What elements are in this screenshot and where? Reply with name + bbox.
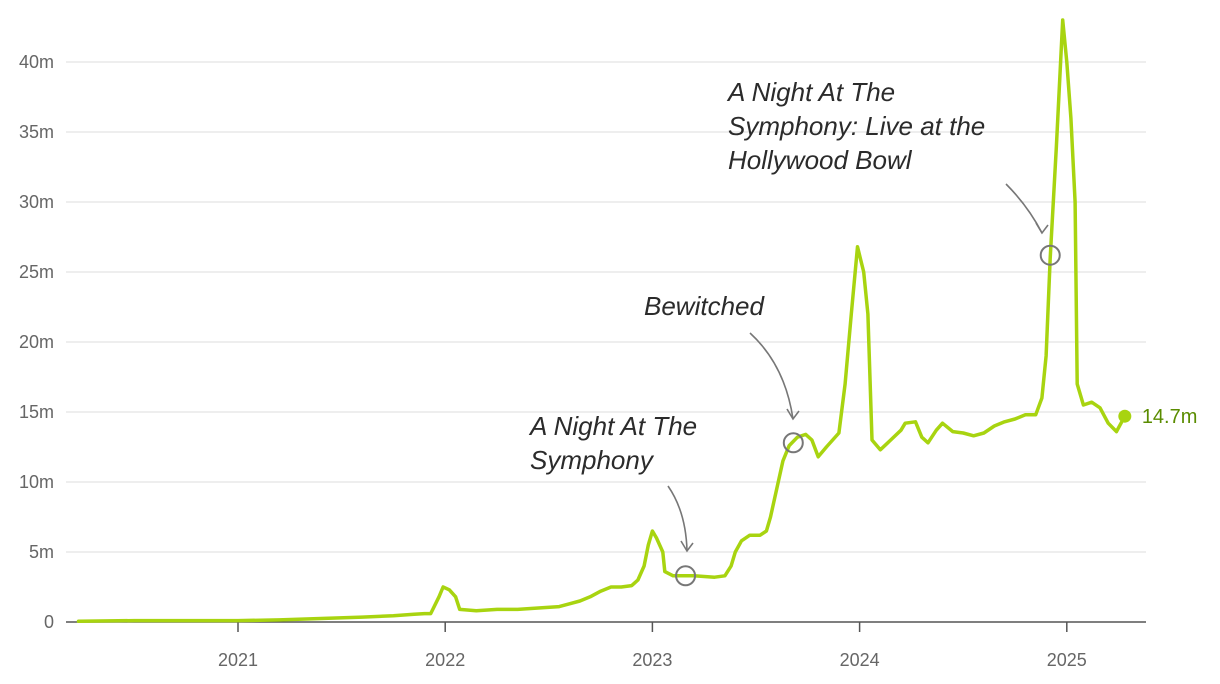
gridlines [66, 61, 1146, 553]
annotation-text: Bewitched [644, 291, 765, 321]
y-tick-label: 25m [19, 262, 54, 282]
annotation-arrow [749, 332, 794, 420]
series-layer [76, 18, 1127, 624]
annotation-text: Symphony: Live at the [728, 111, 985, 141]
annotation-arrow [1005, 183, 1043, 234]
annotation-text: Hollywood Bowl [728, 145, 913, 175]
end-point [1118, 409, 1132, 423]
annotation-marker [782, 432, 804, 454]
x-tick-label: 2022 [425, 650, 465, 670]
annotation-marker [1039, 244, 1061, 266]
annotation-arrowhead [786, 408, 800, 421]
annotation-text: A Night At The [726, 77, 895, 107]
x-tick-label: 2024 [840, 650, 880, 670]
end-marker-layer: 14.7m [1118, 406, 1197, 428]
x-axis: 2021 2022 2023 2024 2025 [66, 621, 1146, 670]
y-tick-label: 15m [19, 402, 54, 422]
y-tick-label: 10m [19, 472, 54, 492]
series-line [76, 18, 1127, 624]
y-axis: 0 5m 10m 15m 20m 25m 30m 35m 40m [19, 52, 54, 632]
y-tick-label: 40m [19, 52, 54, 72]
y-tick-label: 30m [19, 192, 54, 212]
x-tick-label: 2025 [1047, 650, 1087, 670]
annotation-arrowhead [680, 540, 694, 553]
y-tick-label: 20m [19, 332, 54, 352]
annotation-arrow [667, 485, 688, 552]
end-value-label: 14.7m [1142, 406, 1198, 428]
annotations-layer: A Night At The Symphony: Live at the Holly… [528, 77, 1061, 587]
annotation-marker [675, 565, 697, 587]
y-tick-label: 5m [29, 542, 54, 562]
annotation-text: A Night At The [528, 411, 697, 441]
annotation-text: Symphony [530, 445, 655, 475]
y-tick-label: 0 [44, 612, 54, 632]
annotation-arrowhead [1035, 222, 1049, 235]
y-tick-label: 35m [19, 122, 54, 142]
x-tick-label: 2023 [632, 650, 672, 670]
x-tick-label: 2021 [218, 650, 258, 670]
